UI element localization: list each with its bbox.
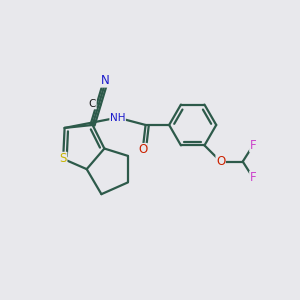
Text: F: F	[250, 139, 256, 152]
Text: F: F	[250, 171, 256, 184]
Text: NH: NH	[110, 112, 125, 123]
Text: C: C	[89, 99, 96, 109]
Text: O: O	[138, 143, 147, 157]
Text: O: O	[216, 155, 225, 168]
Text: N: N	[100, 74, 109, 87]
Text: S: S	[59, 152, 67, 165]
